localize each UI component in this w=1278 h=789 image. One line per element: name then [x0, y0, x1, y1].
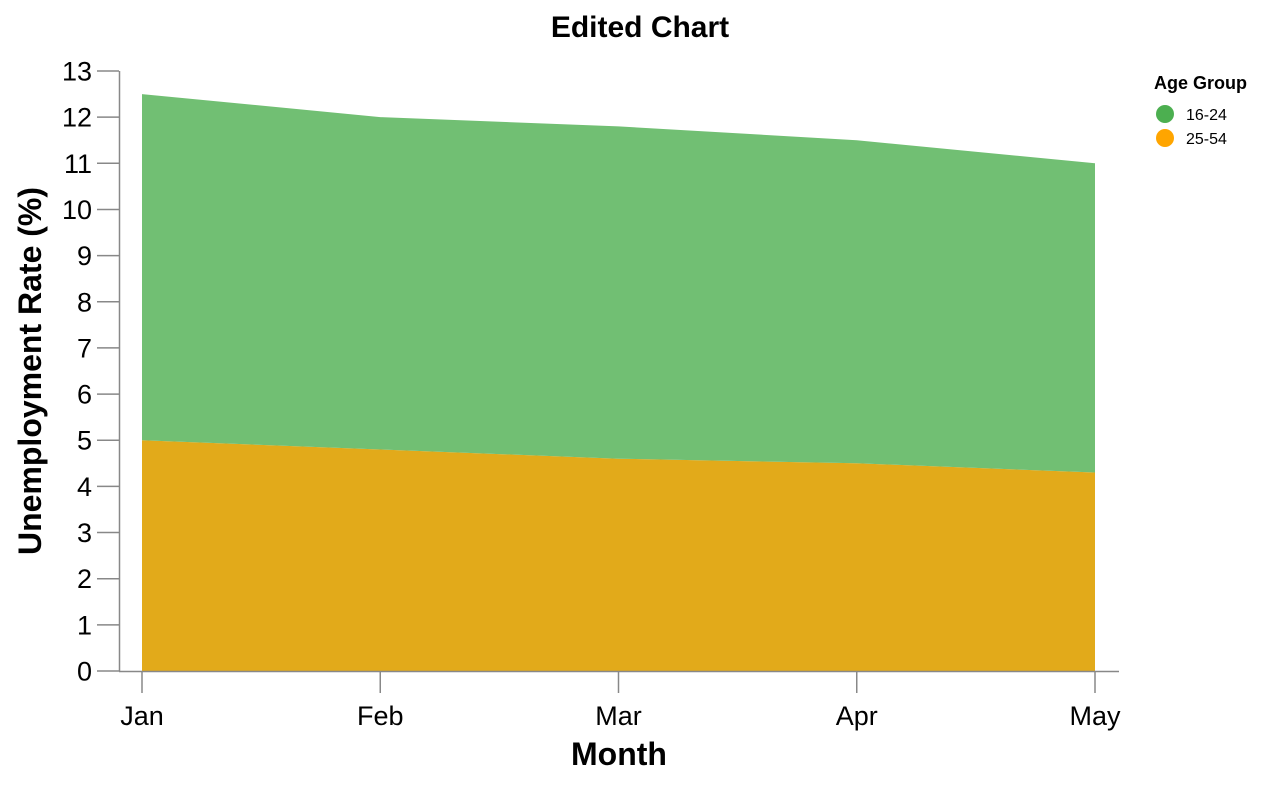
x-tick-label: Jan — [120, 701, 164, 731]
legend: Age Group 16-24 25-54 — [1154, 73, 1247, 148]
x-axis-title: Month — [571, 736, 667, 772]
x-tick-label: Apr — [836, 701, 878, 731]
y-tick-label: 12 — [62, 103, 92, 133]
y-tick-label: 8 — [77, 287, 92, 317]
y-tick-label: 10 — [62, 195, 92, 225]
y-tick-label: 9 — [77, 241, 92, 271]
y-tick-label: 11 — [64, 149, 92, 179]
area-series-group — [142, 94, 1095, 671]
area-series-16-24 — [142, 94, 1095, 473]
legend-label: 16-24 — [1186, 107, 1227, 124]
legend-item-16-24: 16-24 — [1156, 105, 1227, 124]
y-axis-title: Unemployment Rate (%) — [12, 187, 48, 555]
x-tick-label: Mar — [595, 701, 642, 731]
x-tick-label: May — [1069, 701, 1121, 731]
y-tick-label: 13 — [62, 57, 92, 87]
legend-swatch — [1156, 105, 1174, 123]
y-tick-label: 4 — [77, 472, 92, 502]
x-tick-label: Feb — [357, 701, 404, 731]
legend-label: 25-54 — [1186, 131, 1227, 148]
legend-title: Age Group — [1154, 73, 1247, 93]
y-tick-label: 0 — [77, 657, 92, 687]
y-tick-label: 1 — [77, 610, 92, 640]
y-tick-label: 7 — [77, 333, 92, 363]
y-tick-label: 6 — [77, 380, 92, 410]
y-tick-label: 5 — [77, 426, 92, 456]
x-axis: Jan Feb Mar Apr May — [119, 670, 1121, 731]
legend-items: 16-24 25-54 — [1156, 105, 1227, 148]
area-series-25-54 — [142, 440, 1095, 671]
legend-swatch — [1156, 129, 1174, 147]
y-tick-label: 3 — [77, 518, 92, 548]
chart-title: Edited Chart — [551, 11, 729, 44]
y-tick-label: 2 — [77, 564, 92, 594]
legend-item-25-54: 25-54 — [1156, 129, 1227, 148]
